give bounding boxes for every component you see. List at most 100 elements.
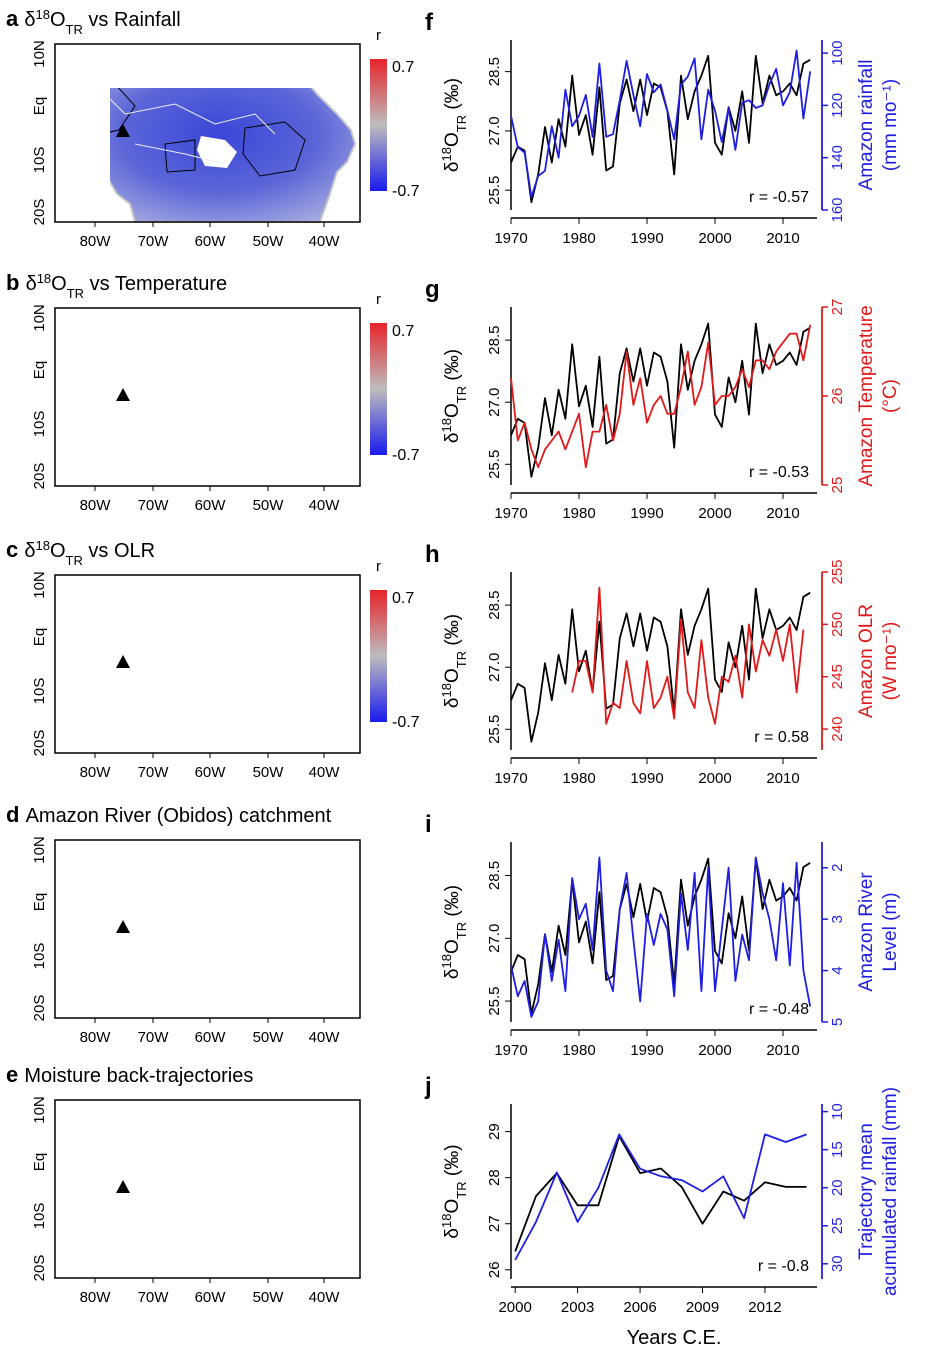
colorbar-min: -0.7	[392, 447, 420, 464]
chart-panel-g: g 1970 1980 1990 2000 2010 25.5 27.0 28.5 25 26 27 δ…	[425, 276, 901, 522]
trajectory-line	[125, 1114, 360, 1176]
y-left-tick-label: 26	[486, 1261, 503, 1278]
series-line-black	[510, 322, 811, 478]
x-tick-label: 2003	[561, 1299, 594, 1316]
x-tick-label: 1970	[494, 230, 527, 247]
map-lon-tick: 40W	[309, 764, 341, 781]
trajectory-line	[125, 1176, 360, 1196]
chart-panel-i: i 1970 1980 1990 2000 2010 25.5 27.0 28.5 2 3 4 5 δ18…	[425, 811, 901, 1059]
map-lon-tick: 70W	[138, 497, 170, 514]
panel-letter: j	[424, 1073, 432, 1100]
y-right-axis-label: Level (m)	[880, 892, 901, 971]
y-left-tick-label: 28.5	[486, 57, 503, 86]
map-lon-tick: 60W	[195, 1029, 227, 1046]
y-left-tick-label: 25.5	[486, 176, 503, 205]
map-lon-tick: 40W	[309, 233, 341, 250]
map-lat-tick: 20S	[31, 463, 48, 490]
x-tick-label: 1980	[562, 1042, 595, 1059]
map-lon-tick: 80W	[80, 764, 112, 781]
continent-outline	[55, 1104, 355, 1278]
map-lat-tick: 10N	[31, 304, 48, 332]
trajectory-line	[125, 1176, 360, 1183]
map-lon-tick: 60W	[195, 764, 227, 781]
map-content	[55, 312, 355, 486]
trajectory-line	[125, 1176, 360, 1226]
y-right-tick-label: 10	[829, 1103, 846, 1120]
y-right-tick-label: 25	[829, 1217, 846, 1234]
y-right-tick-label: 4	[829, 966, 846, 974]
panel-letter: i	[425, 811, 432, 838]
trajectory-line	[125, 1132, 360, 1177]
map-lat-tick: 10N	[31, 40, 48, 68]
colorbar-title: r	[376, 291, 381, 308]
x-tick-label: 1980	[562, 770, 595, 787]
y-left-axis-label: δ18OTR (‰)	[439, 1144, 469, 1238]
map-lat-tick: Eq	[31, 361, 48, 379]
chart-panel-j: j 2000 2003 2006 2009 2012 26 27 28 29 10 15 20 25 30 δ…	[424, 1073, 901, 1316]
map-lat-tick: 10S	[31, 147, 48, 174]
map-lon-tick: 80W	[80, 497, 112, 514]
correlation-annotation: r = -0.53	[749, 464, 809, 481]
map-lat-tick: 10N	[31, 571, 48, 599]
trajectory-line	[125, 1176, 360, 1218]
map-lat-tick: 10N	[31, 1096, 48, 1124]
panel-letter: g	[425, 276, 440, 303]
x-tick-label: 2006	[623, 1299, 656, 1316]
trajectory-line	[125, 1140, 360, 1176]
colorbar-max: 0.7	[392, 590, 414, 607]
river-line	[115, 900, 267, 916]
series-line-blue	[510, 856, 812, 1018]
y-right-tick-label: 2	[829, 864, 846, 872]
x-tick-label: 2000	[498, 1299, 531, 1316]
x-tick-label: 1970	[494, 505, 527, 522]
y-left-tick-label: 28.5	[486, 591, 503, 620]
colorbar	[370, 323, 387, 455]
y-left-tick-label: 27.0	[486, 653, 503, 682]
map-panel-d: d Amazon River (Obidos) catchment 10N Eq 10…	[6, 802, 361, 1046]
y-left-tick-label: 25.5	[486, 986, 503, 1015]
map-frame	[54, 1099, 361, 1279]
trajectory-line	[125, 1176, 360, 1269]
trajectory-line	[125, 1166, 360, 1176]
y-right-tick-label: 140	[829, 145, 846, 170]
panel-letter: f	[425, 9, 434, 36]
trajectory-line	[125, 1176, 360, 1187]
y-right-tick-label: 15	[829, 1141, 846, 1158]
trajectory-line	[125, 1144, 360, 1176]
y-left-tick-label: 28.5	[486, 326, 503, 355]
map-content	[55, 579, 355, 753]
trajectory-line	[125, 1153, 360, 1176]
map-lat-tick: 10N	[31, 836, 48, 864]
y-right-tick-label: 27	[829, 299, 846, 316]
y-right-axis-label: acumulated rainfall (mm)	[880, 1087, 901, 1296]
map-panel-b: b δ18OTR vs Temperature 10N Eq 10S 20S 80W 70W…	[6, 270, 420, 514]
colorbar-max: 0.7	[392, 59, 414, 76]
series-line-blue	[514, 1133, 807, 1261]
map-lat-tick: 10S	[31, 411, 48, 438]
x-tick-label: 1990	[630, 230, 663, 247]
correlation-field	[55, 312, 355, 486]
country-borders	[95, 348, 275, 428]
trajectory-line	[125, 1176, 360, 1256]
y-right-tick-label: 240	[829, 717, 846, 742]
series-line-black	[514, 1135, 807, 1252]
map-lat-tick: Eq	[31, 893, 48, 911]
x-tick-label: 1990	[630, 505, 663, 522]
map-lat-tick: 10S	[31, 1203, 48, 1230]
map-lon-tick: 50W	[253, 764, 285, 781]
site-marker-icon	[116, 655, 130, 668]
significance-contour	[95, 348, 275, 486]
significance-contour	[95, 615, 275, 753]
colorbar-min: -0.7	[392, 714, 420, 731]
map-lon-tick: 50W	[253, 497, 285, 514]
trajectory-line	[125, 1176, 360, 1261]
x-tick-label: 2012	[748, 1299, 781, 1316]
x-tick-label: 1980	[562, 230, 595, 247]
x-tick-label: 2010	[766, 505, 799, 522]
map-lon-tick: 80W	[80, 1029, 112, 1046]
trajectory-line	[125, 1176, 360, 1265]
map-title: b δ18OTR vs Temperature	[6, 270, 227, 301]
colorbar-title: r	[376, 558, 381, 575]
river-line	[175, 898, 185, 914]
trajectory-line	[125, 1176, 360, 1230]
